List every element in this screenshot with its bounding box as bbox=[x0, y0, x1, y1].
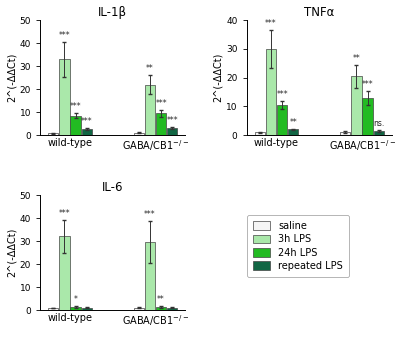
Text: ***: *** bbox=[362, 80, 374, 89]
Text: **: ** bbox=[146, 64, 154, 73]
Bar bbox=[59, 59, 70, 135]
Text: ***: *** bbox=[166, 116, 178, 125]
Text: ns.: ns. bbox=[373, 119, 384, 128]
Text: ***: *** bbox=[265, 19, 277, 28]
Text: ***: *** bbox=[276, 90, 288, 99]
Title: TNFα: TNFα bbox=[304, 6, 334, 19]
Bar bbox=[340, 132, 350, 135]
Title: IL-6: IL-6 bbox=[102, 181, 124, 194]
Bar bbox=[266, 49, 276, 135]
Bar bbox=[362, 98, 373, 135]
Y-axis label: 2^(-ΔΔCt): 2^(-ΔΔCt) bbox=[7, 53, 17, 102]
Bar bbox=[48, 308, 58, 310]
Bar bbox=[59, 237, 70, 310]
Legend: saline, 3h LPS, 24h LPS, repeated LPS: saline, 3h LPS, 24h LPS, repeated LPS bbox=[247, 215, 349, 277]
Y-axis label: 2^(-ΔΔCt): 2^(-ΔΔCt) bbox=[7, 228, 17, 277]
Text: ***: *** bbox=[58, 209, 70, 218]
Text: ***: *** bbox=[58, 31, 70, 40]
Text: ***: *** bbox=[81, 117, 92, 126]
Bar bbox=[145, 85, 155, 135]
Bar bbox=[48, 133, 58, 135]
Bar bbox=[134, 133, 144, 135]
Bar bbox=[134, 308, 144, 310]
Bar bbox=[255, 132, 265, 135]
Text: ***: *** bbox=[155, 99, 167, 108]
Bar bbox=[145, 242, 155, 310]
Bar bbox=[374, 131, 384, 135]
Bar bbox=[351, 76, 362, 135]
Bar bbox=[167, 307, 177, 310]
Bar bbox=[167, 128, 177, 135]
Bar bbox=[288, 129, 298, 135]
Text: **: ** bbox=[289, 118, 297, 127]
Text: ***: *** bbox=[70, 102, 81, 111]
Bar bbox=[82, 129, 92, 135]
Bar bbox=[277, 105, 287, 135]
Bar bbox=[156, 113, 166, 135]
Y-axis label: 2^(-ΔΔCt): 2^(-ΔΔCt) bbox=[213, 53, 223, 102]
Text: *: * bbox=[74, 295, 78, 304]
Text: ***: *** bbox=[144, 210, 156, 219]
Bar bbox=[70, 307, 81, 310]
Text: **: ** bbox=[353, 54, 360, 63]
Bar bbox=[70, 116, 81, 135]
Text: **: ** bbox=[157, 295, 165, 304]
Bar bbox=[156, 307, 166, 310]
Title: IL-1β: IL-1β bbox=[98, 6, 127, 19]
Bar bbox=[82, 307, 92, 310]
